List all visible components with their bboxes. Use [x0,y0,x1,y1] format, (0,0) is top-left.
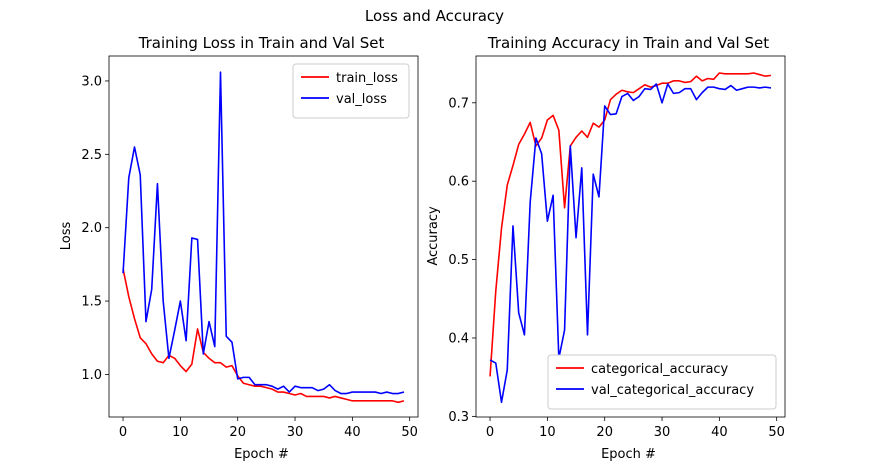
loss-ytick-label: 1.5 [81,295,102,310]
loss-chart: Training Loss in Train and Val Set 0 10 20… [59,34,419,462]
accuracy-chart: Training Accuracy in Train and Val Set 0… [426,34,786,462]
accuracy-legend: categorical_accuracy val_categorical_accu… [547,354,777,410]
loss-chart-xlabel: Epoch # [234,447,289,462]
loss-xtick-label: 0 [119,425,127,440]
accuracy-legend-box [547,354,777,410]
accuracy-ytick-label: 0.5 [448,253,469,268]
accuracy-series-val-categorical-accuracy-line [489,83,772,404]
accuracy-ytick-label: 0.4 [448,331,469,346]
accuracy-xtick-label: 50 [768,425,785,440]
loss-chart-ylabel: Loss [59,222,74,251]
loss-series-val-loss-line [122,71,405,395]
loss-ytick-label: 3.0 [81,74,102,89]
figure-suptitle: Loss and Accuracy [365,7,504,25]
loss-xtick-label: 50 [401,425,418,440]
accuracy-chart-plot: 0 10 20 30 40 50 0.3 0.4 0.5 0.6 0.7 categorical_ac… [448,55,786,440]
accuracy-legend-label: val_categorical_accuracy [591,383,754,398]
accuracy-xtick-label: 20 [596,425,613,440]
loss-axes-frame [108,55,419,418]
loss-legend-label: train_loss [336,71,398,86]
loss-chart-title: Training Loss in Train and Val Set [138,34,385,52]
accuracy-series-categorical-accuracy-line [489,72,772,377]
accuracy-chart-ylabel: Accuracy [426,206,441,266]
accuracy-chart-title: Training Accuracy in Train and Val Set [487,34,769,52]
loss-xtick-label: 30 [287,425,304,440]
accuracy-xtick-label: 0 [486,425,494,440]
loss-series-train-loss-line [122,268,405,404]
accuracy-ytick-label: 0.7 [448,96,469,111]
accuracy-chart-xlabel: Epoch # [601,447,656,462]
loss-ytick-label: 2.0 [81,221,102,236]
accuracy-legend-label: categorical_accuracy [591,362,729,377]
loss-xtick-label: 20 [229,425,246,440]
loss-xtick-label: 40 [344,425,361,440]
loss-legend-label: val_loss [336,92,387,107]
loss-ytick-label: 1.0 [81,368,102,383]
loss-chart-plot: 0 10 20 30 40 50 1.0 1.5 2.0 2.5 3.0 train_loss val_… [81,55,419,440]
loss-xtick-label: 10 [172,425,189,440]
accuracy-axes-frame [475,55,786,418]
accuracy-ytick-label: 0.6 [448,175,469,190]
loss-legend: train_loss val_loss [292,63,410,119]
accuracy-xtick-label: 30 [654,425,671,440]
accuracy-ytick-label: 0.3 [448,410,469,425]
loss-ytick-label: 2.5 [81,148,102,163]
accuracy-xtick-label: 10 [539,425,556,440]
accuracy-xtick-label: 40 [711,425,728,440]
